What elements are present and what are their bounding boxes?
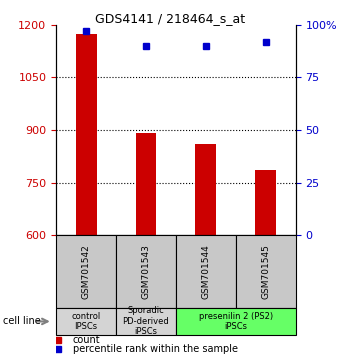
Text: GDS4141 / 218464_s_at: GDS4141 / 218464_s_at xyxy=(95,12,245,25)
Bar xyxy=(176,235,236,308)
Bar xyxy=(255,171,276,235)
Bar xyxy=(75,34,97,235)
Bar xyxy=(116,308,176,335)
Bar xyxy=(195,144,216,235)
Bar xyxy=(236,235,296,308)
Text: GSM701545: GSM701545 xyxy=(261,244,270,299)
Bar xyxy=(176,308,296,335)
Text: GSM701542: GSM701542 xyxy=(82,244,90,299)
Bar xyxy=(116,235,176,308)
Text: count: count xyxy=(73,335,101,345)
Text: cell line: cell line xyxy=(3,316,41,326)
Text: GSM701543: GSM701543 xyxy=(141,244,151,299)
Text: percentile rank within the sample: percentile rank within the sample xyxy=(73,344,238,354)
Bar xyxy=(136,132,156,235)
Bar xyxy=(56,235,116,308)
Text: Sporadic
PD-derived
iPSCs: Sporadic PD-derived iPSCs xyxy=(123,306,169,336)
Text: GSM701544: GSM701544 xyxy=(201,244,210,299)
Bar xyxy=(56,308,116,335)
Text: control
IPSCs: control IPSCs xyxy=(71,312,101,331)
Text: presenilin 2 (PS2)
iPSCs: presenilin 2 (PS2) iPSCs xyxy=(199,312,273,331)
